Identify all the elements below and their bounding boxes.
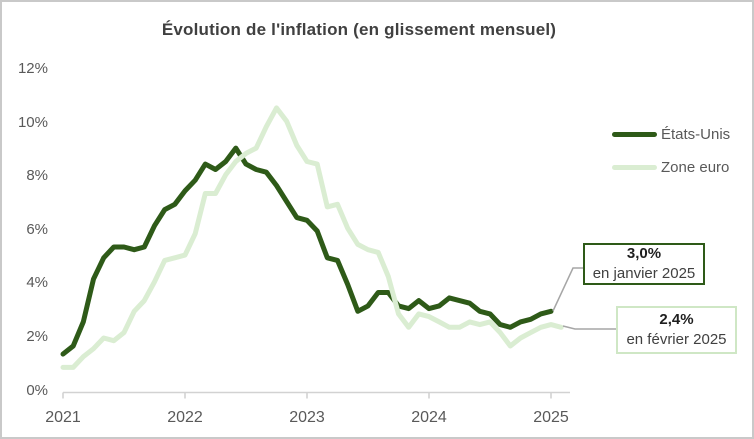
y-tick-label: 10% — [17, 114, 48, 131]
callout-value: 3,0% — [626, 245, 662, 262]
connector-us-callout — [552, 267, 583, 312]
legend-item-zone-euro: Zone euro — [612, 156, 730, 179]
connector-euro-callout — [562, 325, 616, 330]
series-line-zone-euro — [60, 105, 564, 370]
x-tick-label: 2023 — [289, 409, 325, 426]
legend-swatch-zone-euro — [612, 165, 657, 170]
y-tick-label: 8% — [26, 167, 48, 184]
y-tick-label: 4% — [26, 274, 48, 291]
legend: États-Unis Zone euro — [612, 123, 730, 189]
y-tick-label: 6% — [26, 221, 48, 238]
callout-value: 2,4% — [659, 311, 694, 328]
y-tick-label: 0% — [26, 382, 48, 399]
callout-date: en février 2025 — [626, 331, 727, 348]
y-tick-label: 12% — [17, 60, 48, 77]
x-axis-ticks — [62, 392, 552, 399]
chart-title: Évolution de l'inflation (en glissement … — [161, 20, 557, 39]
callout-date: en janvier 2025 — [592, 265, 696, 282]
legend-label: États-Unis — [661, 126, 731, 143]
series-line-etats-unis — [60, 145, 554, 357]
x-tick-label: 2022 — [167, 409, 203, 426]
x-tick-label: 2025 — [533, 409, 569, 426]
y-tick-label: 2% — [26, 328, 48, 345]
x-tick-label: 2024 — [411, 409, 447, 426]
legend-swatch-etats-unis — [612, 132, 657, 137]
callout-us-latest: 3,0% en janvier 2025 — [583, 243, 705, 285]
callout-euro-latest: 2,4% en février 2025 — [616, 306, 737, 354]
x-tick-label: 2021 — [45, 409, 81, 426]
legend-label: Zone euro — [661, 159, 730, 176]
legend-item-etats-unis: États-Unis — [612, 123, 730, 146]
